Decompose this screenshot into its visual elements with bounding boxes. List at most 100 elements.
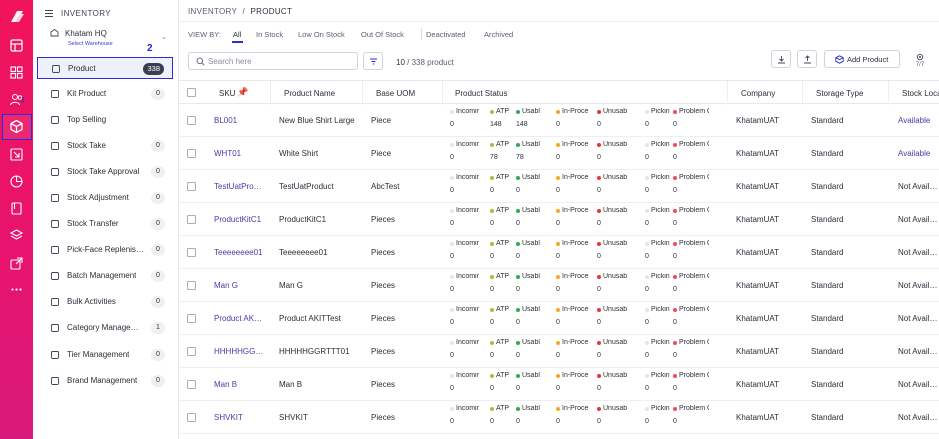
chevron-down-icon[interactable]: ⌄ bbox=[161, 34, 167, 41]
search-input[interactable] bbox=[208, 55, 353, 67]
status-label: Problem Or bbox=[679, 108, 709, 115]
status-cell: Unusab 0 bbox=[597, 207, 641, 233]
table-row[interactable]: Teeeeeeee01 Teeeeeeee01 Pieces Incomir 0 ATP 0… bbox=[179, 236, 939, 269]
layers-icon bbox=[50, 89, 60, 99]
stock-location: Not Available bbox=[898, 314, 939, 323]
status-value: 0 bbox=[450, 154, 454, 161]
users-icon[interactable] bbox=[9, 92, 24, 107]
sidebar-item-stock-take[interactable]: Stock Take 0 bbox=[37, 135, 173, 157]
sidebar-item-product[interactable]: Product 338 bbox=[37, 57, 173, 79]
tab-low-on-stock[interactable]: Low On Stock bbox=[298, 30, 345, 39]
tab-deactivated[interactable]: Deactivated bbox=[426, 30, 466, 39]
sidebar-item-count: 0 bbox=[151, 349, 165, 361]
table-row[interactable]: WHT01 White Shirt Piece Incomir 0 ATP 78 Usabl 7… bbox=[179, 137, 939, 170]
upload-button[interactable] bbox=[797, 50, 817, 68]
sku-link[interactable]: SHVKIT bbox=[214, 413, 243, 422]
reports-pie-icon[interactable] bbox=[9, 174, 24, 189]
sku-link[interactable]: ProductKitC1 bbox=[214, 215, 262, 224]
row-checkbox[interactable] bbox=[187, 413, 196, 422]
status-cell: Problem Or0 bbox=[673, 306, 717, 332]
status-cell: Incomir 0 bbox=[450, 372, 494, 398]
sidebar-item-tier-management[interactable]: Tier Management 0 bbox=[37, 344, 173, 366]
layers-stack-icon[interactable] bbox=[9, 228, 24, 243]
row-checkbox[interactable] bbox=[187, 281, 196, 290]
status-dot bbox=[556, 176, 560, 180]
tab-archived[interactable]: Archived bbox=[484, 30, 514, 39]
dashboard-icon[interactable] bbox=[9, 38, 24, 53]
sku-link[interactable]: WHT01 bbox=[214, 149, 242, 158]
hamburger-menu-icon[interactable] bbox=[45, 10, 53, 18]
status-dot bbox=[450, 143, 454, 147]
inventory-cube-icon[interactable] bbox=[9, 119, 24, 134]
column-header-base-uom[interactable]: Base UOM bbox=[376, 89, 416, 98]
book-icon[interactable] bbox=[9, 201, 24, 216]
tab-in-stock[interactable]: In Stock bbox=[256, 30, 284, 39]
row-checkbox[interactable] bbox=[187, 347, 196, 356]
orders-icon[interactable] bbox=[9, 147, 24, 162]
row-checkbox[interactable] bbox=[187, 182, 196, 191]
more-dots-icon[interactable] bbox=[9, 282, 24, 297]
sidebar-item-batch-management[interactable]: Batch Management 0 bbox=[37, 265, 173, 287]
sidebar-item-stock-adjustment[interactable]: Stock Adjustment 0 bbox=[37, 187, 173, 209]
sidebar-item-top-selling[interactable]: Top Selling bbox=[37, 109, 173, 131]
column-header-storage-type[interactable]: Storage Type bbox=[816, 89, 864, 98]
sidebar-item-category-management[interactable]: Category Management 1 bbox=[37, 317, 173, 339]
table-row[interactable]: BL001 New Blue Shirt Large Piece Incomir 0 AT… bbox=[179, 104, 939, 137]
sidebar-item-pick-face-replenishment[interactable]: Pick-Face Replenishment 0 bbox=[37, 239, 173, 261]
column-header-sku[interactable]: SKU bbox=[219, 89, 236, 98]
brand-logo-icon[interactable] bbox=[8, 8, 26, 26]
select-warehouse-link[interactable]: Select Warehouse bbox=[68, 41, 113, 47]
sku-link[interactable]: Man G bbox=[214, 281, 239, 290]
breadcrumb-root[interactable]: INVENTORY bbox=[188, 7, 237, 16]
sku-link[interactable]: TestUatProduct bbox=[214, 182, 264, 191]
row-checkbox[interactable] bbox=[187, 116, 196, 125]
sidebar-item-stock-take-approval[interactable]: Stock Take Approval 0 bbox=[37, 161, 173, 183]
sku-link[interactable]: Product AKITTest bbox=[214, 314, 264, 323]
sku-link[interactable]: BL001 bbox=[214, 116, 238, 125]
status-label: ATP bbox=[496, 372, 510, 379]
pin-icon[interactable]: 📌 bbox=[237, 87, 249, 97]
add-product-button[interactable]: Add Product bbox=[824, 50, 900, 68]
tab-all[interactable]: All bbox=[233, 30, 242, 39]
row-checkbox[interactable] bbox=[187, 149, 196, 158]
table-row[interactable]: TestUatProduct TestUatProduct AbcTest Incom… bbox=[179, 170, 939, 203]
row-checkbox[interactable] bbox=[187, 380, 196, 389]
status-dot bbox=[645, 143, 649, 147]
tab-out-of-stock[interactable]: Out Of Stock bbox=[361, 30, 404, 39]
sidebar-item-brand-management[interactable]: Brand Management 0 bbox=[37, 370, 173, 392]
status-dot bbox=[556, 110, 560, 114]
table-row[interactable]: ProductKitC1 ProductKitC1 Pieces Incomir 0 AT… bbox=[179, 203, 939, 236]
filter-button[interactable] bbox=[363, 52, 383, 70]
gear-icon bbox=[916, 53, 924, 61]
column-header-product-status[interactable]: Product Status bbox=[455, 89, 508, 98]
select-all-checkbox[interactable] bbox=[187, 88, 196, 97]
column-header-company[interactable]: Company bbox=[741, 89, 776, 98]
column-settings-button[interactable]: 7/7 bbox=[912, 53, 928, 73]
sidebar-item-stock-transfer[interactable]: Stock Transfer 0 bbox=[37, 213, 173, 235]
sidebar-item-count: 0 bbox=[151, 375, 165, 387]
status-dot bbox=[673, 308, 677, 312]
row-checkbox[interactable] bbox=[187, 248, 196, 257]
status-value: 0 bbox=[645, 187, 649, 194]
warehouse-name[interactable]: Khatam HQ bbox=[65, 29, 107, 38]
row-checkbox[interactable] bbox=[187, 314, 196, 323]
table-row[interactable]: HHHHHGGRTTT01HHHHHGGRTTT01PiecesIncomir0… bbox=[179, 335, 939, 368]
table-row[interactable]: SHVKIT SHVKIT Pieces Incomir 0 ATP 0 Usabl 0 In-P… bbox=[179, 401, 939, 434]
table-row[interactable]: Man B Man B Pieces Incomir 0 ATP 0 Usabl 0 In-Pro… bbox=[179, 368, 939, 401]
sku-link[interactable]: Man B bbox=[214, 380, 238, 389]
sku-link[interactable]: HHHHHGGRTTT01 bbox=[214, 347, 264, 356]
apps-icon[interactable] bbox=[9, 65, 24, 80]
download-button[interactable] bbox=[771, 50, 791, 68]
external-link-icon[interactable] bbox=[9, 256, 24, 271]
base-uom: Piece bbox=[371, 116, 392, 125]
table-row[interactable]: Man G Man G Pieces Incomir 0 ATP 0 Usabl 0 In-Pro… bbox=[179, 269, 939, 302]
sidebar-item-kit-product[interactable]: Kit Product 0 bbox=[37, 83, 173, 105]
table-row[interactable]: Product AKITTest Product AKITTest Pieces In… bbox=[179, 302, 939, 335]
status-cell: ATP 0 bbox=[490, 372, 534, 398]
sidebar-item-bulk-activities[interactable]: Bulk Activities 0 bbox=[37, 291, 173, 313]
row-checkbox[interactable] bbox=[187, 215, 196, 224]
column-header-stock-location[interactable]: Stock Loca bbox=[902, 89, 939, 98]
column-header-product-name[interactable]: Product Name bbox=[284, 89, 336, 98]
sku-link[interactable]: Teeeeeeee01 bbox=[214, 248, 263, 257]
annotation-step-2: 2 bbox=[147, 43, 153, 54]
